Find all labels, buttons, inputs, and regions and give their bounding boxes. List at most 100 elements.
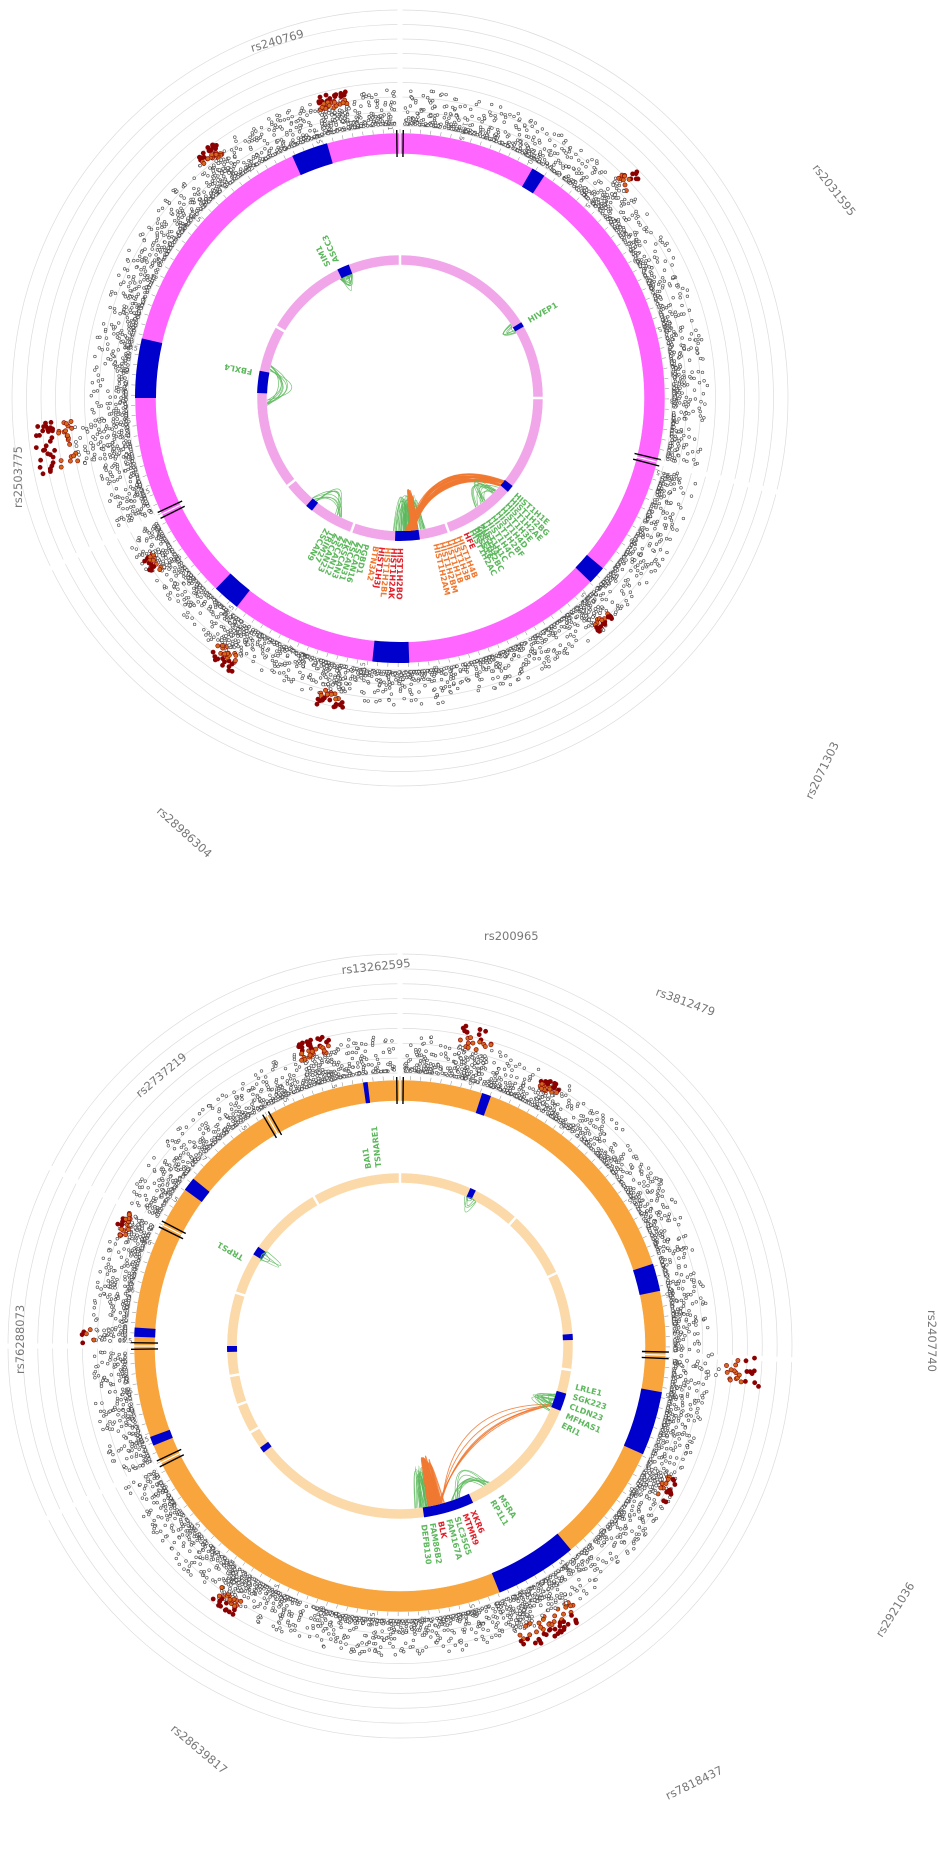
snp-point bbox=[224, 634, 228, 638]
snp-point bbox=[198, 207, 203, 211]
snp-point bbox=[366, 699, 370, 703]
snp-point bbox=[518, 146, 523, 151]
snp-point bbox=[687, 399, 691, 404]
snp-point bbox=[103, 362, 107, 366]
snp-point bbox=[605, 187, 610, 191]
snp-point bbox=[146, 504, 150, 508]
snp-point bbox=[387, 680, 391, 684]
snp-point bbox=[487, 665, 491, 670]
snp-point bbox=[537, 138, 541, 142]
snp-point bbox=[673, 310, 678, 314]
snp-point bbox=[496, 128, 500, 132]
snp-point bbox=[705, 383, 710, 388]
snp-point bbox=[98, 440, 103, 444]
snp-point bbox=[508, 112, 512, 117]
snp-point bbox=[341, 676, 346, 681]
snp-point bbox=[624, 218, 628, 222]
snp-point bbox=[651, 548, 655, 552]
snp-point bbox=[544, 637, 548, 642]
snp-point bbox=[600, 597, 604, 602]
snp-point bbox=[278, 118, 283, 123]
snp-point bbox=[557, 629, 561, 633]
snp-point bbox=[187, 582, 191, 586]
snp-point bbox=[482, 116, 487, 120]
snp-point bbox=[498, 661, 502, 666]
snp-point bbox=[370, 674, 374, 678]
snp-point bbox=[116, 412, 120, 417]
snp-point bbox=[697, 381, 702, 385]
snp-point bbox=[429, 89, 434, 93]
snp-point bbox=[207, 184, 211, 188]
snp-point bbox=[407, 116, 411, 120]
snp-point bbox=[577, 188, 581, 192]
snp-point bbox=[165, 573, 169, 577]
snp-point bbox=[131, 331, 136, 335]
snp-point bbox=[582, 619, 586, 623]
significant-snp-point bbox=[226, 668, 232, 673]
snp-point bbox=[649, 570, 653, 574]
snp-point bbox=[645, 580, 649, 585]
snp-point bbox=[442, 105, 447, 109]
snp-point bbox=[659, 313, 663, 317]
snp-point bbox=[139, 272, 143, 277]
snp-point bbox=[202, 628, 206, 632]
snp-point bbox=[484, 667, 489, 672]
snp-point bbox=[175, 222, 179, 226]
snp-point bbox=[547, 633, 551, 638]
snp-point bbox=[199, 595, 203, 599]
snp-point bbox=[611, 571, 616, 576]
snp-point bbox=[599, 188, 603, 193]
snp-point bbox=[433, 687, 437, 691]
significant-snp-point bbox=[342, 89, 348, 95]
snp-point bbox=[680, 375, 684, 379]
snp-point bbox=[270, 668, 274, 672]
snp-point bbox=[669, 482, 673, 486]
snp-point bbox=[160, 222, 164, 226]
snp-point bbox=[447, 684, 452, 689]
snp-point bbox=[211, 163, 216, 168]
snp-point bbox=[676, 313, 681, 317]
snp-point bbox=[212, 621, 216, 626]
snp-point bbox=[271, 654, 275, 658]
snp-point bbox=[287, 145, 291, 149]
snp-point bbox=[540, 641, 544, 645]
snp-point bbox=[559, 625, 563, 629]
snp-point bbox=[474, 664, 478, 669]
snp-point bbox=[125, 336, 130, 340]
snp-point bbox=[478, 662, 483, 666]
snp-point bbox=[526, 676, 530, 680]
snp-point bbox=[419, 119, 423, 123]
snp-point bbox=[182, 202, 186, 207]
snp-point bbox=[671, 459, 676, 463]
snp-point bbox=[627, 235, 631, 239]
snp-point bbox=[96, 379, 101, 383]
snp-point bbox=[136, 292, 140, 296]
snp-point bbox=[152, 258, 157, 262]
snp-point bbox=[186, 216, 190, 220]
snp-point bbox=[668, 444, 672, 448]
snp-point bbox=[78, 436, 82, 440]
snp-point bbox=[490, 102, 494, 107]
snp-point bbox=[568, 146, 573, 150]
snp-point bbox=[496, 675, 500, 679]
snp-point bbox=[463, 662, 468, 666]
snp-point bbox=[408, 675, 412, 680]
snp-point bbox=[439, 686, 443, 690]
snp-point bbox=[387, 670, 392, 674]
snp-point bbox=[151, 243, 155, 247]
snp-point bbox=[496, 130, 501, 135]
snp-point bbox=[552, 163, 556, 167]
snp-point bbox=[633, 565, 637, 569]
snp-point bbox=[144, 552, 149, 556]
snp-point bbox=[491, 677, 495, 681]
snp-point bbox=[638, 243, 642, 248]
snp-point bbox=[508, 674, 512, 678]
snp-point bbox=[642, 269, 646, 273]
snp-point bbox=[389, 692, 394, 696]
snp-point bbox=[111, 354, 115, 358]
snp-point bbox=[700, 418, 704, 423]
snp-point bbox=[366, 118, 371, 123]
snp-point bbox=[681, 344, 685, 348]
snp-point bbox=[555, 651, 559, 655]
snp-point bbox=[672, 416, 676, 420]
